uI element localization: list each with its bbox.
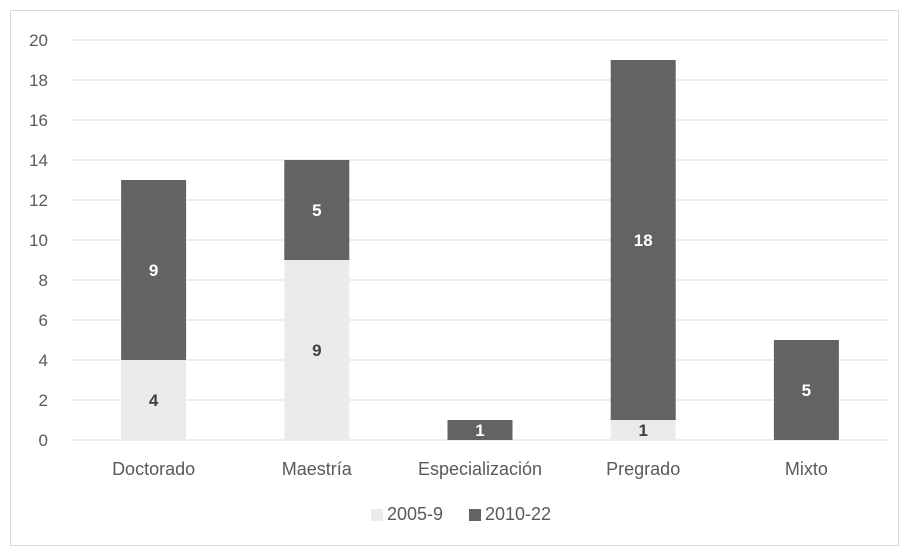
y-tick-label: 20 (29, 31, 48, 50)
x-category-label: Pregrado (606, 459, 680, 479)
y-tick-label: 0 (39, 431, 48, 450)
y-tick-label: 4 (39, 351, 48, 370)
legend-label: 2010-22 (485, 504, 551, 524)
data-label: 18 (634, 231, 653, 250)
y-tick-label: 16 (29, 111, 48, 130)
y-tick-label: 18 (29, 71, 48, 90)
data-label: 5 (312, 201, 321, 220)
bars (121, 60, 839, 440)
bar-2005-9-Pregrado (610, 420, 676, 440)
data-label: 9 (312, 341, 321, 360)
y-tick-label: 2 (39, 391, 48, 410)
legend-swatch (469, 509, 481, 521)
bar-2010-22-Mixto (773, 340, 839, 440)
legend-label: 2005-9 (387, 504, 443, 524)
x-category-label: Especialización (418, 459, 542, 479)
legend: 2005-9 2010-22 (371, 504, 551, 524)
bar-2010-22-Especialización (447, 420, 513, 440)
data-label: 9 (149, 261, 158, 280)
x-axis-categories: Doctorado Maestría Especialización Pregrado… (112, 459, 828, 479)
y-tick-label: 8 (39, 271, 48, 290)
data-label: 4 (149, 391, 159, 410)
y-tick-label: 6 (39, 311, 48, 330)
x-category-label: Doctorado (112, 459, 195, 479)
bar-2010-22-Doctorado (121, 180, 187, 360)
data-label: 1 (475, 421, 484, 440)
data-label: 1 (638, 421, 647, 440)
x-category-label: Mixto (785, 459, 828, 479)
legend-swatch (371, 509, 383, 521)
data-label: 5 (802, 381, 811, 400)
x-category-label: Maestría (282, 459, 353, 479)
bar-2005-9-Doctorado (121, 360, 187, 440)
bar-2010-22-Pregrado (610, 60, 676, 420)
bar-2005-9-Maestría (284, 260, 350, 440)
data-labels: 4 9 9 5 1 1 18 5 (149, 201, 811, 440)
bar-2010-22-Maestría (284, 160, 350, 260)
y-tick-label: 14 (29, 151, 48, 170)
y-axis-ticks: 0 2 4 6 8 10 12 14 16 18 20 (29, 31, 48, 450)
gridlines (72, 39, 888, 441)
y-tick-label: 10 (29, 231, 48, 250)
y-tick-label: 12 (29, 191, 48, 210)
